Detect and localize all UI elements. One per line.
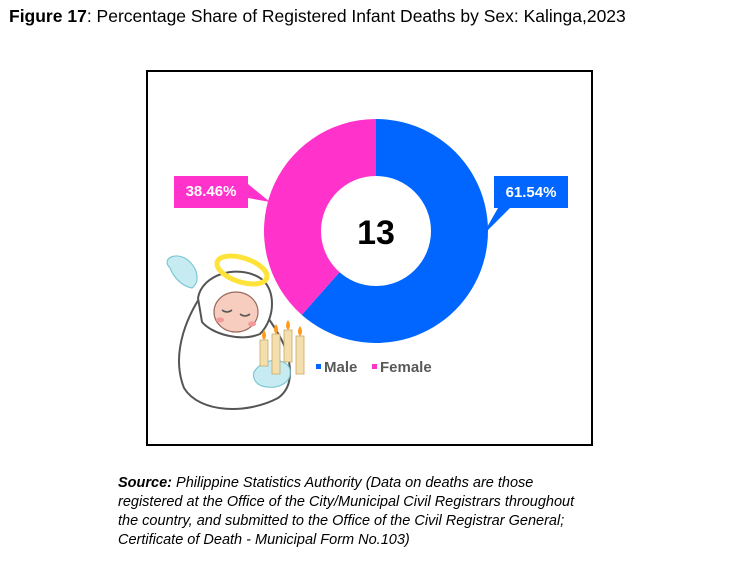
chart-frame: 13 [146, 70, 593, 446]
figure-number: Figure 17 [9, 6, 87, 26]
data-label-male-text: 61.54% [506, 184, 557, 201]
source-text: Philippine Statistics Authority (Data on… [118, 475, 575, 548]
data-label-female-box [174, 176, 270, 208]
donut-hole [321, 176, 431, 286]
source-label: Source: [118, 475, 172, 491]
legend-label-male: Male [324, 359, 357, 376]
legend-swatch-female [372, 364, 377, 369]
legend-swatch-male [316, 364, 321, 369]
data-label-female: 38.46% [174, 176, 270, 208]
data-label-male-box [482, 176, 568, 236]
angel-baby-with-candles-icon [166, 253, 305, 410]
legend-label-female: Female [380, 359, 432, 376]
figure-title: Figure 17: Percentage Share of Registere… [9, 6, 626, 27]
donut-chart: 13 [166, 119, 568, 410]
chart-legend: Male Female [316, 359, 432, 376]
center-total-label: 13 [357, 214, 395, 252]
data-label-female-text: 38.46% [186, 183, 237, 200]
figure-title-text: : Percentage Share of Registered Infant … [86, 6, 626, 26]
source-note: Source: Philippine Statistics Authority … [118, 474, 658, 550]
data-label-male: 61.54% [482, 176, 568, 236]
donut-slice-female [263, 119, 376, 315]
